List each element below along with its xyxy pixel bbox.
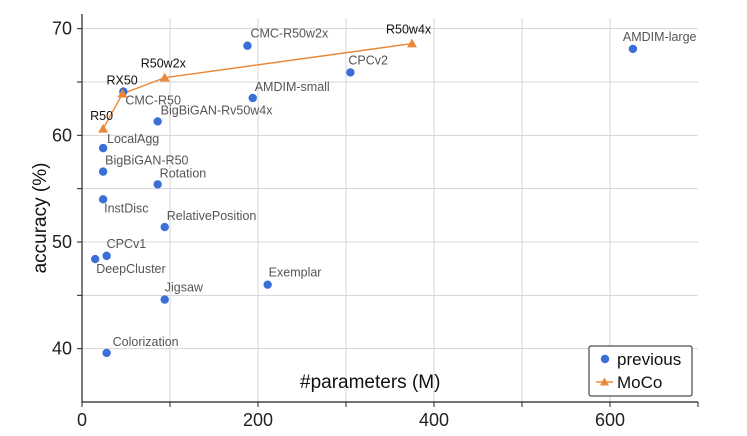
point-label: R50w4x [386, 23, 432, 37]
point-rotation [153, 180, 162, 189]
x-tick-label: 200 [243, 410, 273, 430]
legend-label-moco: MoCo [617, 373, 662, 392]
point-label: RX50 [106, 74, 137, 88]
point-label: R50 [90, 109, 113, 123]
point-localagg [98, 143, 108, 153]
ticks: 0 200 400 600 40 50 60 70 [52, 19, 699, 430]
y-tick-label: 70 [52, 19, 72, 39]
x-tick-label: 0 [77, 410, 87, 430]
point-jigsaw [160, 295, 169, 304]
point-cmc-r50w2x [243, 41, 252, 50]
point-amdim-small [248, 93, 257, 103]
x-tick-label: 400 [419, 410, 449, 430]
points-layer [91, 38, 638, 358]
x-axis-title: #parameters (M) [300, 372, 440, 393]
legend-marker-moco [600, 377, 609, 386]
point-label: Rotation [160, 166, 207, 180]
point-label: AMDIM-small [255, 80, 330, 94]
point-bigbigan-rv50w4x [153, 117, 162, 126]
point-moco-rx50 [117, 88, 128, 98]
point-label: CMC-R50 [125, 94, 181, 108]
point-label: AMDIM-large [623, 30, 697, 44]
point-amdim-large [628, 44, 638, 54]
point-cpcv1 [102, 251, 111, 261]
grid [82, 18, 698, 402]
point-label: BigBiGAN-R50 [105, 154, 188, 168]
point-label: BigBiGAN-Rv50w4x [161, 103, 274, 117]
point-label: Jigsaw [165, 281, 204, 295]
y-axis-title: accuracy (%) [30, 163, 51, 274]
point-bigbigan-r50 [98, 167, 108, 176]
point-moco-r50w4x [407, 38, 417, 48]
point-label: CPCv2 [348, 53, 388, 67]
point-label: CMC-R50w2x [250, 27, 329, 41]
legend-box [588, 345, 693, 397]
point-relativeposition [160, 222, 169, 232]
legend: previous MoCo [588, 345, 693, 397]
point-label: LocalAgg [107, 132, 159, 146]
y-tick-label: 50 [52, 232, 72, 252]
point-label: RelativePosition [167, 209, 257, 223]
legend-label-previous: previous [617, 350, 681, 369]
y-tick-label: 40 [52, 339, 72, 359]
point-instdisc [98, 195, 108, 204]
moco-connecting-line [102, 42, 413, 130]
x-tick-label: 600 [595, 410, 625, 430]
legend-marker-previous [600, 354, 610, 364]
y-tick-label: 60 [52, 125, 72, 145]
point-colorization [102, 348, 111, 358]
axes [81, 14, 698, 403]
point-deepcluster [91, 254, 100, 264]
labels-layer: Colorization DeepCluster CPCv1 Jigsaw Exempl… [90, 23, 696, 349]
moco-line-layer [102, 42, 413, 130]
point-label: CPCv1 [107, 237, 147, 251]
point-cpcv2 [346, 68, 355, 77]
point-moco-r50 [98, 123, 109, 133]
point-label: Colorization [113, 335, 179, 349]
point-moco-r50w2x [159, 72, 170, 82]
point-label: InstDisc [104, 201, 148, 215]
point-label: R50w2x [141, 57, 187, 71]
point-exemplar [263, 280, 272, 289]
point-label: DeepCluster [96, 262, 165, 276]
point-label: Exemplar [269, 266, 322, 280]
